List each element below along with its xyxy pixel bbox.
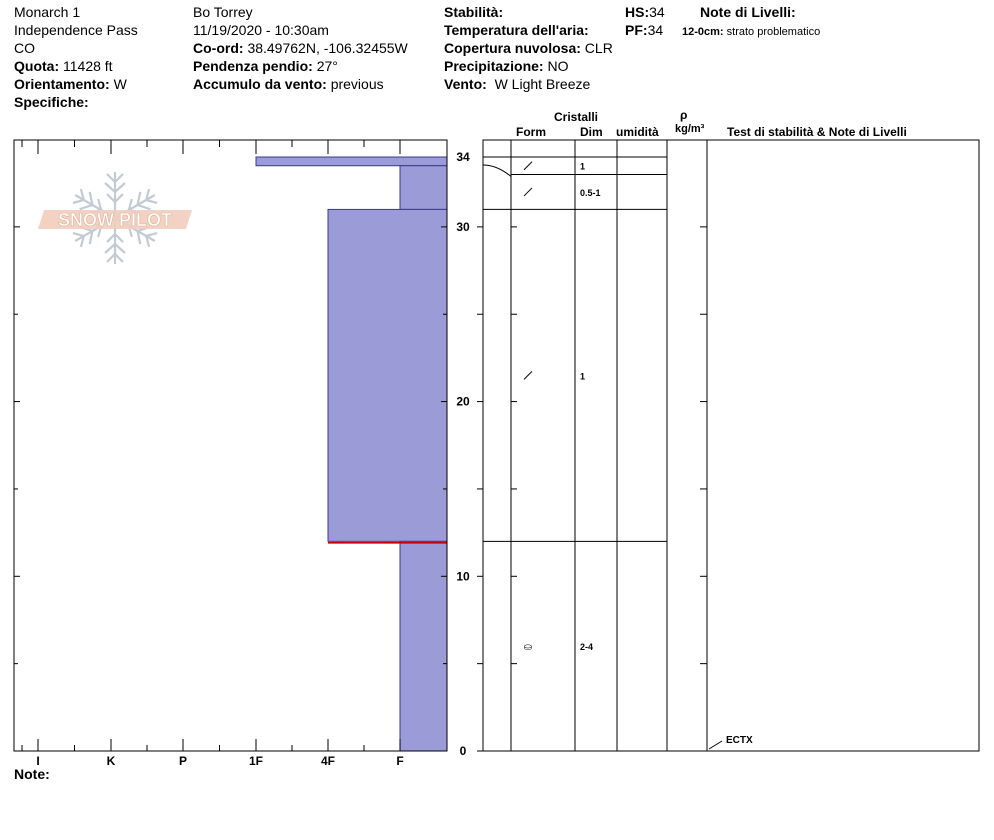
elevation: Quota: 11428 ft bbox=[14, 58, 113, 74]
crystal-size: 0.5-1 bbox=[580, 188, 601, 198]
y-tick-label: 30 bbox=[456, 220, 470, 234]
state-name: CO bbox=[14, 40, 35, 56]
crystals-header: Cristalli bbox=[554, 110, 599, 124]
crystal-size: 2-4 bbox=[580, 642, 593, 652]
slope: Pendenza pendio: 27° bbox=[193, 58, 338, 74]
x-tick-label: 1F bbox=[249, 754, 263, 768]
area-name: Independence Pass bbox=[14, 22, 138, 38]
dim-header: Dim bbox=[580, 125, 603, 139]
x-tick-label: K bbox=[107, 754, 116, 768]
wind-value: W Light Breeze bbox=[494, 76, 591, 92]
crystal-form-icon bbox=[523, 161, 533, 171]
hardness-bar bbox=[255, 156, 448, 167]
wind-loading-label: Accumulo da vento: bbox=[193, 76, 327, 92]
tests-header: Test di stabilità & Note di Livelli bbox=[727, 125, 907, 139]
notes-label: Note: bbox=[14, 766, 50, 782]
test-label: ECTX bbox=[726, 735, 753, 746]
crystal-size: 1 bbox=[580, 162, 585, 172]
observer: Bo Torrey bbox=[193, 4, 253, 20]
wind-loading: Accumulo da vento: previous bbox=[193, 76, 384, 92]
x-tick-label: I bbox=[36, 754, 39, 768]
layer-notes-label: Note di Livelli: bbox=[700, 4, 796, 20]
y-tick-label: 34 bbox=[456, 150, 470, 164]
slope-label: Pendenza pendio: bbox=[193, 58, 313, 74]
crystal-form-icon bbox=[523, 187, 533, 197]
wind-loading-value: previous bbox=[330, 76, 384, 92]
hs: HS:34 bbox=[625, 4, 665, 20]
datetime: 11/19/2020 - 10:30am bbox=[193, 22, 329, 38]
location-name: Monarch 1 bbox=[14, 4, 81, 20]
layer-note-text: strato problematico bbox=[726, 26, 821, 38]
layer-note-depth: 12-0cm: bbox=[682, 26, 724, 38]
cloud-value: CLR bbox=[584, 40, 613, 56]
hardness-bar bbox=[399, 540, 448, 752]
hardness-bar bbox=[399, 165, 448, 210]
precipitation: Precipitazione: NO bbox=[444, 58, 568, 74]
wind: Vento: W Light Breeze bbox=[444, 76, 590, 92]
cloud-cover: Copertura nuvolosa: CLR bbox=[444, 40, 613, 56]
wind-label: Vento: bbox=[444, 76, 487, 92]
y-tick-label: 0 bbox=[460, 744, 467, 758]
x-tick-label: F bbox=[396, 754, 403, 768]
precip-label: Precipitazione: bbox=[444, 58, 544, 74]
elevation-value: 11428 ft bbox=[63, 58, 113, 74]
aspect-label: Orientamento: bbox=[14, 76, 110, 92]
crystal-form-icon bbox=[523, 371, 533, 380]
layer-connector bbox=[482, 164, 512, 177]
test-pointer bbox=[708, 740, 723, 750]
x-tick-label: 4F bbox=[321, 754, 335, 768]
cloud-label: Copertura nuvolosa: bbox=[444, 40, 581, 56]
slope-value: 27° bbox=[316, 58, 338, 74]
x-tick-label: P bbox=[179, 754, 187, 768]
moisture-header: umidità bbox=[616, 125, 659, 139]
elevation-label: Quota: bbox=[14, 58, 60, 74]
pf-label: PF: bbox=[625, 22, 648, 38]
crystal-size: 1 bbox=[580, 371, 585, 381]
rho-header: ρ bbox=[680, 108, 688, 122]
coordinates: Co-ord: 38.49762N, -106.32455W bbox=[193, 40, 408, 56]
specifics-label: Specifiche: bbox=[14, 94, 89, 110]
density-unit-header: kg/m³ bbox=[675, 123, 705, 135]
hardness-plot-frame bbox=[13, 139, 448, 752]
crystal-form-icon: ⛀ bbox=[524, 642, 532, 653]
y-tick-label: 10 bbox=[456, 569, 470, 583]
hs-label: HS: bbox=[625, 4, 650, 20]
aspect-value: W bbox=[113, 76, 127, 92]
form-header: Form bbox=[516, 125, 546, 139]
layer-table-frame bbox=[482, 139, 980, 752]
y-tick-label: 20 bbox=[456, 395, 470, 409]
stability-label: Stabilità: bbox=[444, 4, 504, 20]
hs-value: 34 bbox=[649, 4, 665, 20]
precip-value: NO bbox=[547, 58, 569, 74]
coord-value: 38.49762N, -106.32455W bbox=[247, 40, 408, 56]
layer-note: 12-0cm: strato problematico bbox=[682, 24, 820, 40]
air-temp-label: Temperatura dell'aria: bbox=[444, 22, 589, 38]
pf: PF:34 bbox=[625, 22, 663, 38]
coord-label: Co-ord: bbox=[193, 40, 244, 56]
aspect: Orientamento: W bbox=[14, 76, 127, 92]
hardness-bar bbox=[327, 208, 448, 542]
pf-value: 34 bbox=[647, 22, 664, 38]
